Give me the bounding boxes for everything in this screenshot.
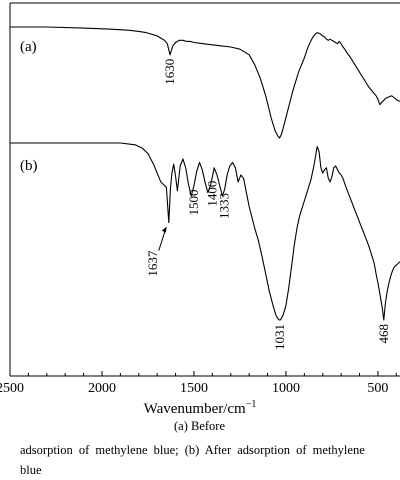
x-axis-label: Wavenumber/cm−1 — [144, 399, 257, 417]
x-tick-label: 2500 — [0, 381, 24, 396]
spectrum-line-a — [10, 26, 400, 139]
peak-label-468: 468 — [376, 324, 391, 344]
spectrum-line-b — [10, 142, 400, 321]
series-layer: (a) (b) — [10, 26, 400, 321]
peak-arrow-1637 — [158, 228, 167, 251]
x-tick-label: 500 — [367, 381, 388, 396]
x-tick-label: 1500 — [180, 381, 208, 396]
curve-label-a: (a) — [20, 39, 37, 55]
peak-label-1333: 1333 — [217, 193, 232, 219]
caption-text: adsorption of methylene blue; (b) After … — [20, 443, 365, 477]
plot-frame — [9, 2, 400, 377]
peak-label-1400: 1400 — [204, 181, 219, 207]
peak-label-1630: 1630 — [162, 59, 177, 85]
peak-label-1031: 1031 — [272, 324, 287, 350]
peak-label-1500: 1500 — [186, 190, 201, 216]
x-tick-label: 2000 — [88, 381, 116, 396]
x-tick-label: 1000 — [272, 381, 300, 396]
curve-label-b: (b) — [20, 158, 38, 174]
x-axis-ticks: 2500 2000 1500 1000 500 — [0, 371, 397, 396]
peak-label-1637: 1637 — [145, 250, 160, 277]
arrow-head — [161, 226, 167, 233]
caption-label: (a) Before — [174, 419, 226, 433]
